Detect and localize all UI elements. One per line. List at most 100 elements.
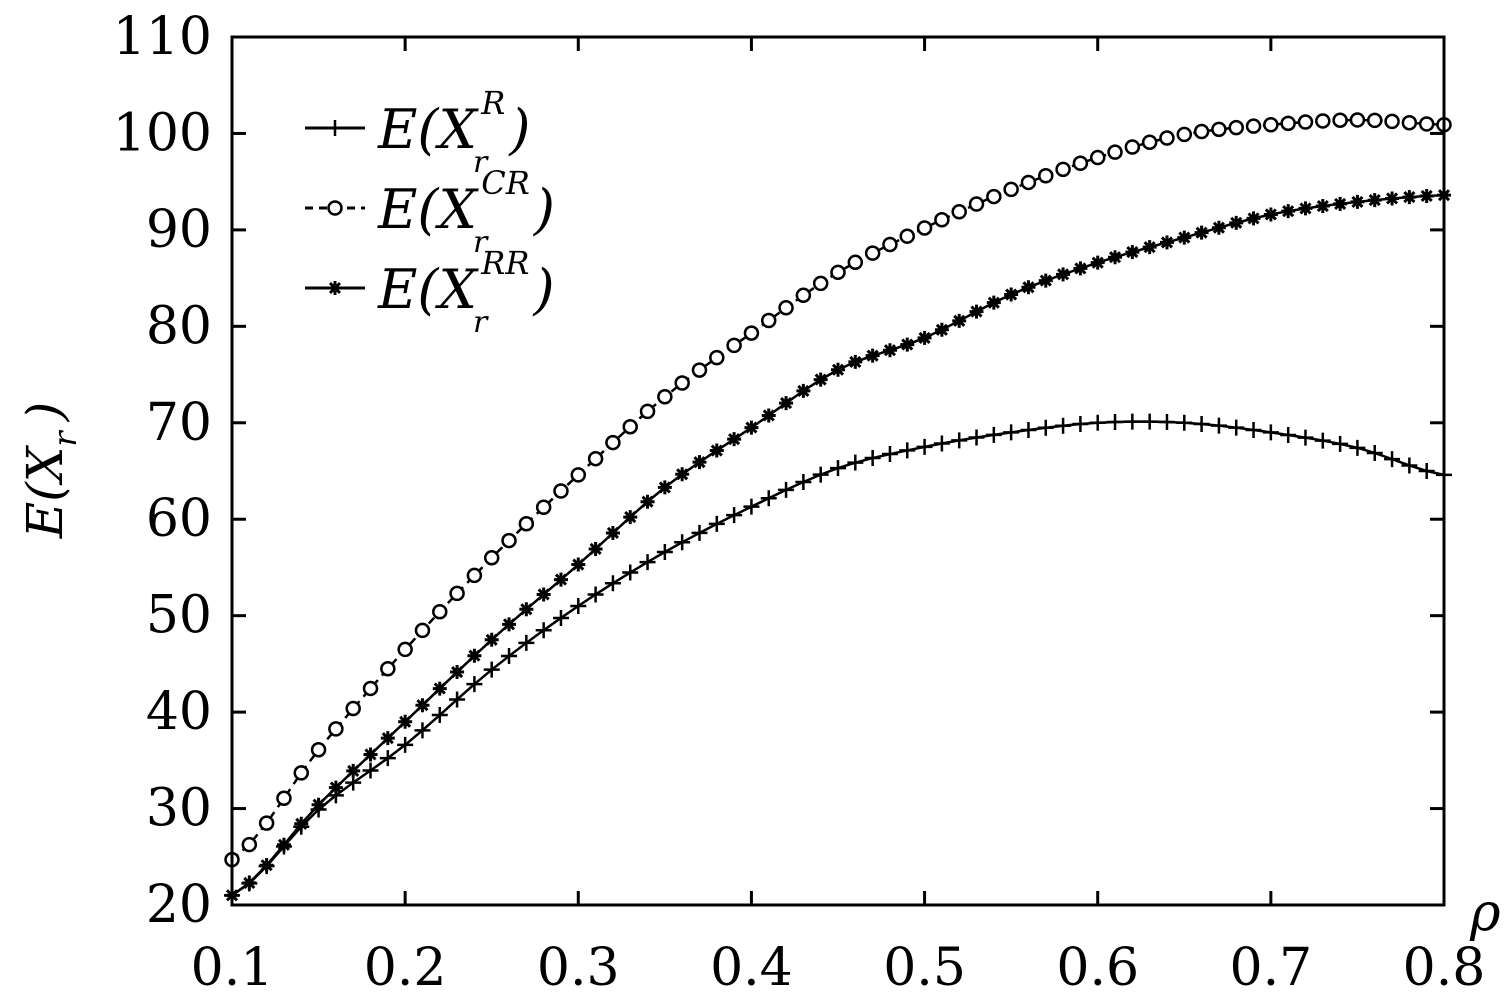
circle-marker bbox=[1366, 112, 1383, 129]
plus-marker bbox=[552, 609, 569, 626]
plus-marker bbox=[899, 442, 916, 459]
star-marker bbox=[1142, 240, 1157, 255]
legend-entry: E(X r CR) bbox=[305, 164, 555, 260]
circle-marker bbox=[241, 836, 258, 853]
star-marker bbox=[692, 455, 707, 470]
star-marker bbox=[519, 602, 534, 617]
legend-entry: E(X r RR) bbox=[305, 244, 555, 340]
star-marker bbox=[831, 362, 845, 377]
plus-marker bbox=[1037, 419, 1054, 436]
legend-entry: E(X rR) bbox=[305, 84, 530, 180]
circle-marker bbox=[414, 622, 431, 639]
plus-marker bbox=[864, 450, 881, 467]
circle-marker bbox=[258, 815, 275, 831]
plus-marker bbox=[760, 490, 777, 507]
star-marker bbox=[571, 557, 586, 572]
circle-marker bbox=[830, 264, 846, 281]
y-axis-label: E(Xr) bbox=[16, 402, 84, 539]
circle-marker bbox=[397, 641, 413, 658]
plus-marker bbox=[1072, 416, 1089, 433]
star-marker bbox=[1056, 267, 1071, 282]
star-marker bbox=[1159, 235, 1174, 250]
plus-marker bbox=[604, 575, 621, 592]
circle-marker bbox=[1124, 139, 1141, 155]
circle-marker bbox=[466, 567, 483, 584]
plus-marker bbox=[674, 534, 691, 551]
plus-marker bbox=[1332, 435, 1349, 452]
plus-marker bbox=[708, 515, 725, 532]
circle-marker bbox=[553, 483, 569, 499]
series-circle bbox=[224, 112, 1452, 868]
circle-marker bbox=[812, 275, 829, 292]
star-marker bbox=[934, 322, 949, 337]
star-marker bbox=[1315, 199, 1330, 214]
y-tick-label: 110 bbox=[113, 7, 212, 67]
y-tick-label: 50 bbox=[146, 586, 212, 646]
y-tick-label: 30 bbox=[146, 779, 212, 839]
star-marker bbox=[1177, 230, 1192, 245]
y-tick-label: 90 bbox=[146, 200, 212, 260]
star-marker bbox=[311, 797, 326, 812]
circle-marker bbox=[570, 467, 587, 483]
star-marker bbox=[744, 420, 759, 435]
star-marker bbox=[1229, 215, 1244, 230]
plus-marker bbox=[1124, 413, 1141, 430]
plus-marker bbox=[1107, 414, 1124, 431]
circle-marker bbox=[691, 362, 708, 378]
plus-marker bbox=[1280, 426, 1297, 443]
x-axis-label: ρ bbox=[1469, 883, 1501, 943]
circle-marker bbox=[605, 434, 621, 451]
star-marker bbox=[484, 632, 499, 647]
plot-frame bbox=[230, 35, 1446, 907]
plus-marker bbox=[1158, 414, 1175, 431]
circle-marker bbox=[1384, 113, 1400, 130]
plus-marker bbox=[847, 454, 864, 471]
plus-marker bbox=[501, 648, 518, 665]
plus-marker bbox=[518, 634, 535, 651]
plus-marker bbox=[951, 432, 968, 449]
plus-marker bbox=[1401, 457, 1418, 474]
plus-marker bbox=[1349, 439, 1366, 456]
circle-marker bbox=[1072, 155, 1089, 172]
plus-marker bbox=[656, 544, 673, 561]
circle-marker bbox=[709, 349, 725, 366]
star-marker bbox=[294, 816, 309, 831]
legend-label: E(X r RR) bbox=[377, 244, 555, 340]
plus-marker bbox=[968, 429, 985, 446]
star-marker bbox=[1004, 287, 1019, 302]
legend-prefix: E(X bbox=[377, 98, 479, 161]
plus-marker bbox=[1418, 463, 1435, 479]
circle-marker bbox=[916, 220, 933, 236]
legend-sub: r bbox=[473, 145, 489, 180]
star-marker bbox=[727, 432, 742, 447]
star-marker bbox=[969, 304, 984, 319]
star-marker bbox=[605, 525, 620, 540]
y-label-main: X bbox=[16, 444, 74, 486]
star-marker bbox=[675, 467, 690, 482]
star-marker bbox=[917, 330, 932, 345]
plus-marker bbox=[483, 661, 500, 678]
star-marker bbox=[502, 617, 517, 632]
plus-marker bbox=[622, 564, 639, 581]
circle-marker bbox=[483, 550, 500, 566]
x-tick-label: 0.7 bbox=[1230, 938, 1313, 998]
y-label-suffix: ) bbox=[16, 402, 74, 423]
legend-label: E(X rR) bbox=[377, 84, 530, 180]
svg-text:E(Xr): E(Xr) bbox=[16, 402, 84, 539]
plus-marker bbox=[1089, 414, 1106, 431]
star-marker bbox=[276, 837, 291, 852]
circle-marker bbox=[501, 532, 517, 549]
plus-marker bbox=[535, 622, 552, 639]
plus-marker bbox=[830, 460, 846, 477]
legend-label: E(X r CR) bbox=[377, 164, 555, 260]
circle-marker bbox=[1315, 113, 1331, 129]
circle-marker bbox=[587, 450, 604, 467]
circle-marker bbox=[1107, 144, 1123, 160]
x-tick-label: 0.1 bbox=[191, 938, 274, 998]
x-tick-label: 0.4 bbox=[710, 938, 793, 998]
plus-marker bbox=[691, 524, 708, 541]
plus-marker bbox=[397, 736, 414, 753]
plus-marker bbox=[1228, 419, 1245, 436]
star-marker bbox=[1073, 261, 1088, 276]
plus-marker bbox=[379, 750, 396, 767]
